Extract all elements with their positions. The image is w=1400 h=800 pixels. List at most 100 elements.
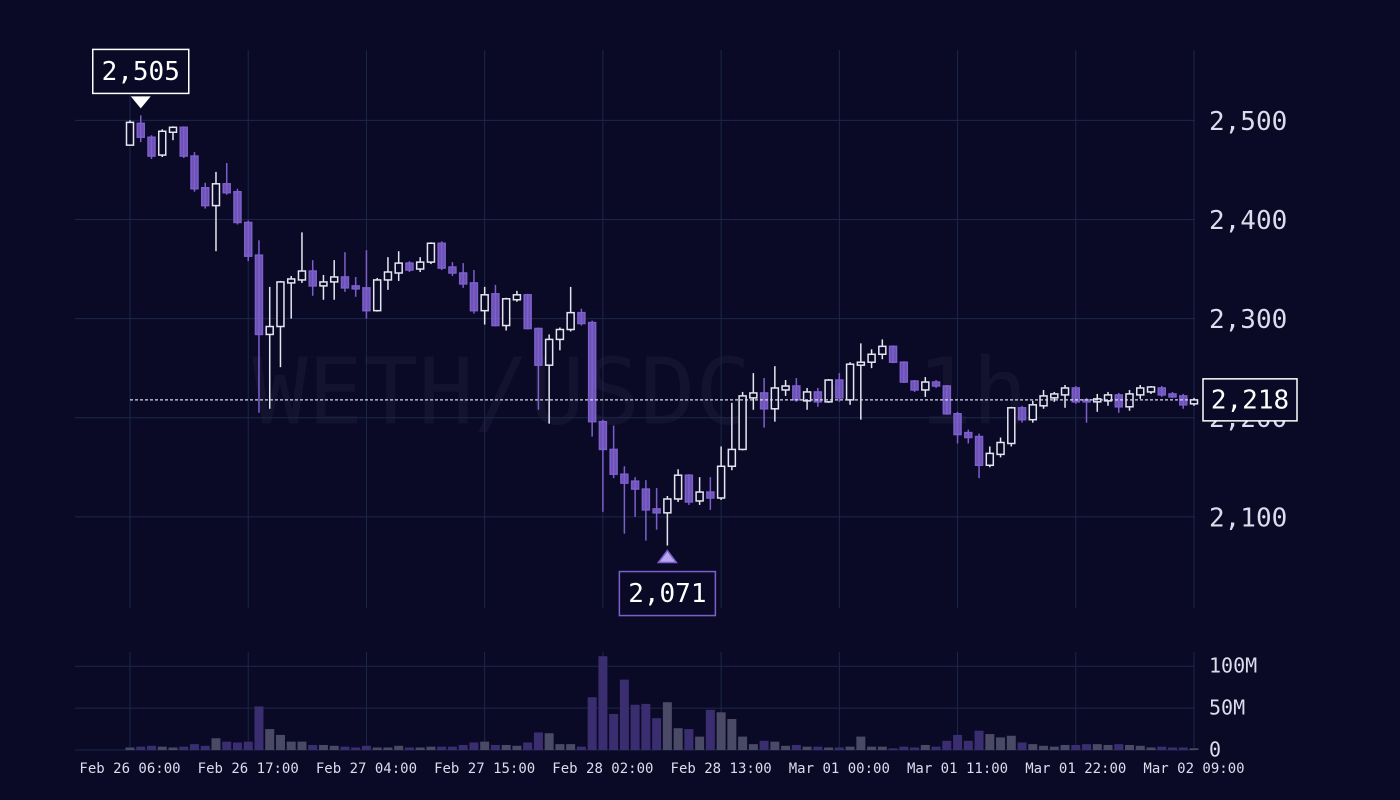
candle-body [1114,394,1124,408]
volume-bar [770,741,780,750]
candle-body [867,353,876,363]
candle-body [1017,407,1027,421]
volume-bar [1082,744,1092,750]
volume-bar [791,744,801,750]
volume-tick-label: 0 [1209,738,1221,762]
candle-body [1136,387,1145,396]
volume-bar [931,746,941,750]
volume-bar [415,747,425,750]
max-label-box [91,48,190,95]
candle-body [534,327,543,366]
candle-body [953,412,962,436]
volume-bar [910,747,920,750]
candle-body [759,392,769,410]
candle-body [684,474,694,503]
volume-bar [619,679,629,750]
volume-bar [576,746,586,750]
candle-body [770,387,780,410]
watermark: WETH/USDC · 1h [252,338,1027,445]
volume-tick-label: 100M [1209,654,1257,678]
volume-bar [351,747,361,750]
volume-bar [662,702,672,750]
candle-body [243,221,253,257]
candle-body [974,435,984,467]
volume-bar [1049,746,1059,750]
candle-body [1060,387,1070,396]
volume-bar [824,747,834,750]
candle-body [426,242,436,263]
candle-body [587,321,597,423]
candle-body [254,254,264,336]
volume-bar [1135,745,1145,750]
candle-body [824,379,833,403]
volume-bar [1125,744,1135,750]
volume-bar [318,744,328,750]
volume-bar [845,746,855,750]
min-label-box [618,570,717,617]
volume-bar [996,737,1006,750]
max-label: 2,505 [102,57,180,87]
candle-body [415,261,425,270]
volume-bar [1168,747,1178,750]
candle-body [1039,395,1048,407]
candle-body [652,508,661,514]
candle-body [362,287,371,312]
candle-body [738,395,747,451]
candle-body [598,420,608,451]
y-tick-label: 2,500 [1209,107,1287,137]
volume-bar [899,746,909,750]
volume-bar [705,709,715,750]
volume-bar [1006,735,1016,750]
candle-body [835,379,844,399]
volume-bar [695,736,705,750]
volume-bar [867,746,877,750]
volume-bar [738,736,748,750]
candle-body [1007,407,1016,445]
volume-bar [1028,744,1038,750]
volume-bar [1178,747,1188,750]
x-tick-label: Feb 26 06:00 [79,761,180,777]
candle-body [179,126,188,157]
candle-body [319,281,328,287]
candle-body [200,187,210,207]
candle-body [1071,387,1081,403]
volume-bar [469,742,479,750]
volume-bar [394,745,404,750]
volume-bar [544,733,554,750]
candle-body [1103,394,1113,402]
volume-bar [1017,742,1027,750]
volume-bar [200,745,210,750]
volume-bar [136,746,146,750]
volume-bar [598,656,608,750]
candle-body [802,391,812,402]
volume-bar [641,703,651,750]
candle-body [931,381,941,387]
candle-body [1168,393,1177,398]
volume-bar [1157,746,1167,750]
volume-bar [146,745,156,750]
volume-bar [533,732,543,750]
volume-bar [802,746,812,750]
volume-bar [383,747,393,750]
x-tick-label: Mar 02 09:00 [1143,761,1244,777]
candle-body [577,311,586,325]
candle-body [716,465,726,499]
x-tick-label: Feb 28 02:00 [552,761,653,777]
x-tick-label: Mar 01 22:00 [1025,761,1126,777]
volume-bar [490,744,500,750]
min-marker [656,549,678,564]
volume-bar [587,697,597,750]
volume-bar [920,744,930,750]
candle-body [845,363,855,401]
candle-body [308,270,317,287]
candle-body [910,380,919,391]
x-tick-label: Mar 01 00:00 [789,761,890,777]
candle-body [125,121,135,146]
volume-bar [426,746,436,750]
volume-bar [673,728,683,750]
volume-bar [609,713,619,750]
volume-bar [630,704,640,750]
y-tick-label: 2,100 [1209,503,1287,533]
volume-bar [480,741,490,750]
